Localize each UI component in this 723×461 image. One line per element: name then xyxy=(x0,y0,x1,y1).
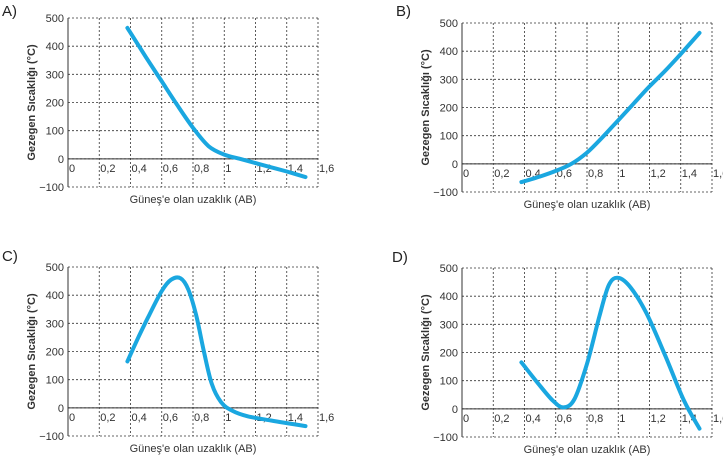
y-tick-label: 500 xyxy=(440,18,458,30)
x-tick-label: 1,4 xyxy=(288,412,303,424)
x-tick-label: 1,2 xyxy=(651,168,666,180)
y-tick-label: 400 xyxy=(46,41,64,53)
x-tick-label: 0,6 xyxy=(557,413,572,425)
x-axis-title: Güneş'e olan uzaklık (AB) xyxy=(524,199,651,211)
x-tick-label: 0,2 xyxy=(494,168,509,180)
x-tick-label: 1 xyxy=(619,413,625,425)
y-tick-label: 100 xyxy=(440,376,458,388)
x-tick-label: 0,2 xyxy=(494,413,509,425)
y-tick-label: 300 xyxy=(46,69,64,81)
x-tick-label: 0 xyxy=(69,412,75,424)
series-line xyxy=(125,275,308,429)
x-tick-label: 0,4 xyxy=(132,412,147,424)
y-tick-label: 500 xyxy=(440,263,458,275)
x-tick-label: 1,6 xyxy=(713,413,723,425)
x-tick-label: 1,6 xyxy=(319,412,334,424)
y-tick-label: 300 xyxy=(440,319,458,331)
x-tick-label: 1 xyxy=(619,168,625,180)
y-tick-label: 300 xyxy=(440,74,458,86)
option-label: D) xyxy=(392,249,408,266)
y-tick-label: 0 xyxy=(452,159,458,171)
x-tick-label: 1,4 xyxy=(682,168,697,180)
y-tick-label: 0 xyxy=(58,403,64,415)
chart-panel-4: D) −100 0 100 200 300 400 500 0 0,2 0,4 0,6 0,8 1 1,2 1… xyxy=(392,249,723,456)
y-tick-label: −100 xyxy=(433,187,458,199)
y-tick-label: 300 xyxy=(46,318,64,330)
y-tick-label: −100 xyxy=(433,432,458,444)
x-tick-label: 1 xyxy=(225,412,231,424)
x-axis-title: Güneş'e olan uzaklık (AB) xyxy=(524,444,651,456)
x-tick-label: 0,4 xyxy=(526,413,541,425)
y-tick-label: 100 xyxy=(46,375,64,387)
x-tick-label: 0,8 xyxy=(194,163,209,175)
y-tick-label: 200 xyxy=(46,347,64,359)
x-tick-label: 1,6 xyxy=(319,163,334,175)
x-tick-label: 0,2 xyxy=(100,412,115,424)
x-tick-label: 0,2 xyxy=(100,163,115,175)
y-tick-label: 100 xyxy=(440,131,458,143)
x-tick-label: 0,6 xyxy=(163,412,178,424)
y-tick-label: −100 xyxy=(39,182,64,194)
y-tick-label: −100 xyxy=(39,431,64,443)
x-axis-title: Güneş'e olan uzaklık (AB) xyxy=(130,443,257,455)
x-tick-label: 0,8 xyxy=(588,413,603,425)
x-tick-label: 0 xyxy=(463,413,469,425)
y-tick-label: 0 xyxy=(452,404,458,416)
y-axis-title: Gezegen Sıcaklığı (°C) xyxy=(420,49,432,166)
option-label: B) xyxy=(396,3,411,20)
x-tick-label: 0,6 xyxy=(163,163,178,175)
y-tick-label: 400 xyxy=(46,290,64,302)
y-tick-label: 400 xyxy=(440,46,458,58)
y-tick-label: 500 xyxy=(46,13,64,25)
y-tick-label: 200 xyxy=(440,348,458,360)
x-tick-label: 0 xyxy=(69,163,75,175)
series-line xyxy=(519,30,702,185)
option-label: A) xyxy=(2,3,17,20)
y-tick-label: 500 xyxy=(46,262,64,274)
y-tick-label: 200 xyxy=(440,103,458,115)
option-label: C) xyxy=(2,248,18,265)
y-axis-title: Gezegen Sıcaklığı (°C) xyxy=(420,294,432,411)
y-axis-title: Gezegen Sıcaklığı (°C) xyxy=(26,44,38,161)
y-tick-label: 0 xyxy=(58,154,64,166)
series-line xyxy=(125,25,308,180)
x-tick-label: 1,6 xyxy=(713,168,723,180)
x-tick-label: 0,4 xyxy=(132,163,147,175)
y-axis-title: Gezegen Sıcaklığı (°C) xyxy=(26,293,38,410)
y-tick-label: 100 xyxy=(46,126,64,138)
series-line xyxy=(519,275,702,431)
x-tick-label: 0,8 xyxy=(588,168,603,180)
x-tick-label: 0 xyxy=(463,168,469,180)
y-tick-label: 400 xyxy=(440,291,458,303)
y-tick-label: 200 xyxy=(46,98,64,110)
x-tick-label: 1 xyxy=(225,163,231,175)
x-tick-label: 1,2 xyxy=(651,413,666,425)
x-axis-title: Güneş'e olan uzaklık (AB) xyxy=(130,194,257,206)
x-tick-label: 0,8 xyxy=(194,412,209,424)
